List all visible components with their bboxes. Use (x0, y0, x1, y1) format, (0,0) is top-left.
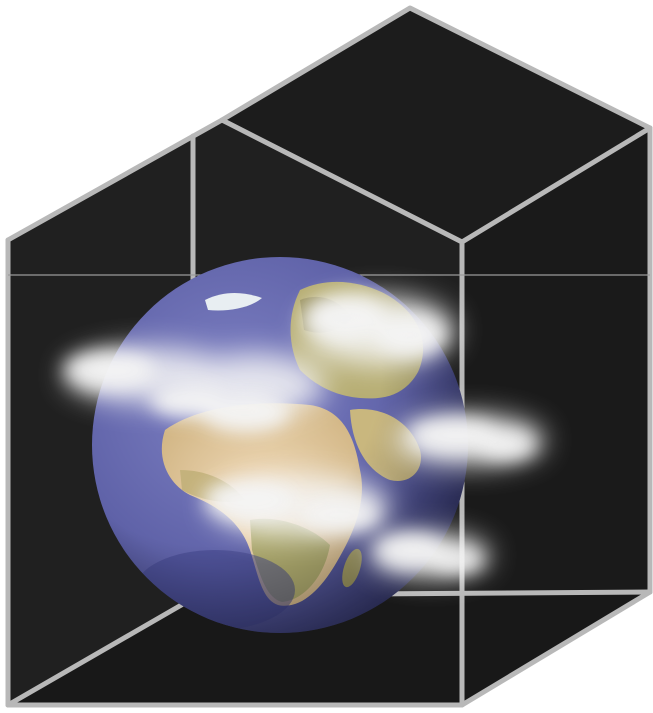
cube-edge-bottom (5, 589, 653, 708)
cube-edge-left-diagonal (5, 117, 225, 243)
cloud-icon (65, 295, 545, 577)
cube-edge-top-back (219, 5, 653, 131)
cube-edge-top-front (219, 117, 465, 245)
cube-edge-top-right (459, 125, 653, 245)
cube-edge-floor-back (367, 589, 653, 597)
cube-edge-floor-diagonal (5, 597, 193, 708)
